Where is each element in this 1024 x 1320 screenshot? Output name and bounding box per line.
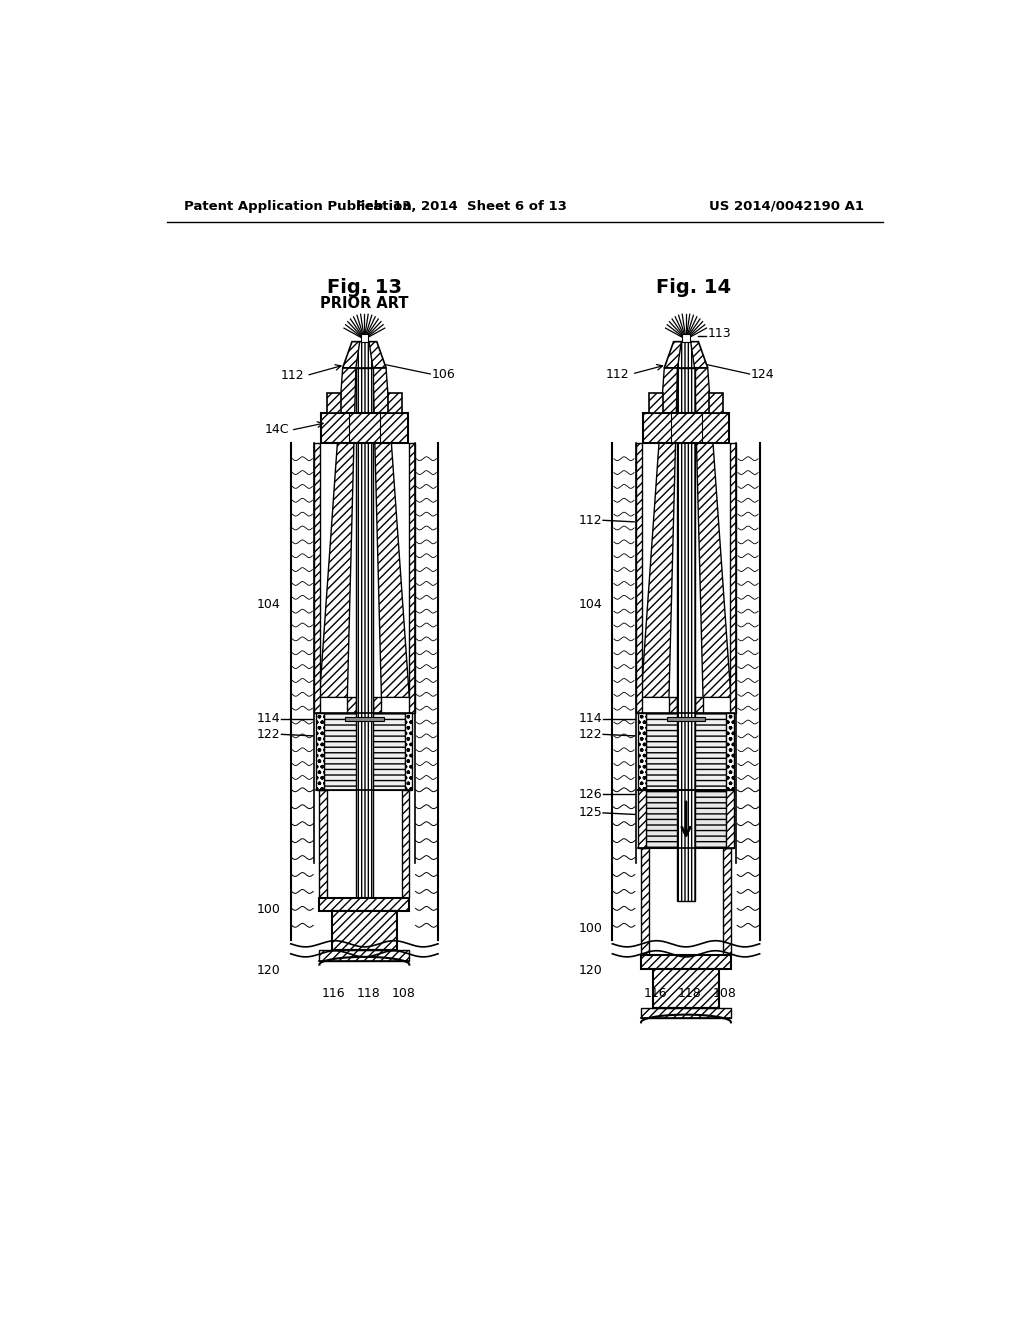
Text: 104: 104 <box>579 598 602 611</box>
Bar <box>388 393 401 412</box>
Bar <box>669 697 678 713</box>
Bar <box>360 334 369 342</box>
Bar <box>373 697 381 713</box>
Text: 108: 108 <box>713 987 736 1001</box>
Text: 100: 100 <box>579 921 602 935</box>
Polygon shape <box>356 342 373 368</box>
Text: 120: 120 <box>579 964 602 977</box>
Bar <box>653 969 719 1007</box>
Polygon shape <box>373 368 410 697</box>
Bar <box>641 847 649 956</box>
Bar <box>646 713 726 789</box>
Bar <box>641 956 731 969</box>
Text: 106: 106 <box>432 367 456 380</box>
Text: 125: 125 <box>579 807 602 820</box>
Text: 14C: 14C <box>264 422 289 436</box>
Text: 118: 118 <box>356 987 380 1001</box>
Bar <box>345 717 384 721</box>
Bar <box>641 1007 731 1019</box>
Text: 114: 114 <box>579 713 602 726</box>
Bar <box>332 911 397 950</box>
Polygon shape <box>678 342 694 368</box>
Text: 104: 104 <box>257 598 281 611</box>
Polygon shape <box>665 342 708 368</box>
Polygon shape <box>319 368 356 697</box>
Bar <box>319 898 410 911</box>
Bar <box>649 393 663 412</box>
Text: 118: 118 <box>678 987 701 1001</box>
Bar <box>723 847 731 956</box>
Bar <box>401 789 410 898</box>
Bar <box>643 412 729 444</box>
Bar <box>319 950 410 961</box>
Bar <box>638 789 646 847</box>
Bar <box>314 444 321 713</box>
Text: 113: 113 <box>708 327 731 341</box>
Bar <box>682 334 690 342</box>
Bar <box>710 393 723 412</box>
Text: US 2014/0042190 A1: US 2014/0042190 A1 <box>710 199 864 213</box>
Bar <box>319 789 328 898</box>
Text: 124: 124 <box>751 367 775 380</box>
Text: 126: 126 <box>579 788 602 801</box>
Text: 114: 114 <box>257 713 281 726</box>
Bar <box>324 713 404 789</box>
Bar <box>678 368 694 902</box>
Bar <box>636 444 642 713</box>
Text: 116: 116 <box>643 987 667 1001</box>
Bar <box>694 697 703 713</box>
Text: 120: 120 <box>257 964 281 977</box>
Bar <box>316 713 324 789</box>
Text: PRIOR ART: PRIOR ART <box>321 296 409 310</box>
Text: 122: 122 <box>257 727 281 741</box>
Text: Feb. 13, 2014  Sheet 6 of 13: Feb. 13, 2014 Sheet 6 of 13 <box>355 199 566 213</box>
Text: 112: 112 <box>281 370 304 381</box>
Polygon shape <box>694 368 731 697</box>
Polygon shape <box>343 342 386 368</box>
Text: Patent Application Publication: Patent Application Publication <box>183 199 412 213</box>
Bar <box>726 713 734 789</box>
Bar <box>356 368 373 902</box>
Text: 108: 108 <box>391 987 415 1001</box>
Text: 116: 116 <box>322 987 345 1001</box>
Bar <box>638 713 646 789</box>
Bar <box>646 789 726 847</box>
Bar <box>404 713 413 789</box>
Bar <box>328 393 341 412</box>
Bar <box>409 444 415 713</box>
Bar <box>726 789 734 847</box>
Text: 112: 112 <box>606 367 630 380</box>
Text: 112: 112 <box>579 513 602 527</box>
Bar <box>730 444 736 713</box>
Bar <box>321 412 408 444</box>
Polygon shape <box>641 368 678 697</box>
Bar <box>667 717 706 721</box>
Bar <box>347 697 356 713</box>
Text: Fig. 13: Fig. 13 <box>327 279 401 297</box>
Text: 100: 100 <box>257 903 281 916</box>
Text: Fig. 14: Fig. 14 <box>656 279 731 297</box>
Text: 122: 122 <box>579 727 602 741</box>
